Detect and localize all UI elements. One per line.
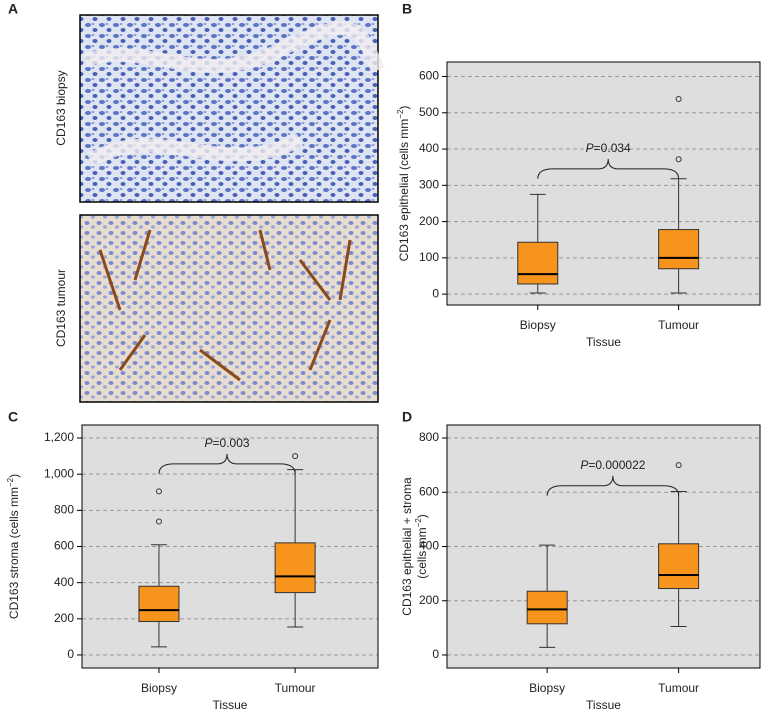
y-tick-label: 500 <box>419 105 439 119</box>
y-tick-label: 200 <box>419 593 439 607</box>
text-part: CD163 stroma (cells mm <box>7 487 21 619</box>
plot-background <box>447 62 760 305</box>
y-axis-label: CD163 stroma (cells mm−2) <box>6 474 22 619</box>
brace <box>546 475 680 496</box>
image-label: CD163 biopsy <box>54 70 68 145</box>
text-part: =0.003 <box>213 436 250 450</box>
biopsy-image <box>79 14 379 203</box>
y-tick-label: 800 <box>54 503 74 517</box>
x-axis-label: Tissue <box>213 698 248 712</box>
box <box>526 590 568 625</box>
text-part: P <box>580 458 588 472</box>
p-value: P=0.000022 <box>580 458 645 472</box>
brace <box>158 453 296 474</box>
x-axis-label: Tissue <box>586 335 621 349</box>
text-part: ) <box>7 474 21 478</box>
text-part: −2 <box>6 477 15 487</box>
y-tick-label: 600 <box>419 69 439 83</box>
y-tick-label: 0 <box>432 286 439 300</box>
box <box>658 229 700 270</box>
y-axis-label: CD163 epithelial (cells mm−2) <box>396 106 412 262</box>
y-tick-label: 200 <box>419 214 439 228</box>
y-tick-label: 600 <box>54 539 74 553</box>
tumour-image <box>79 214 379 403</box>
plot-frame <box>446 61 761 306</box>
p-value: P=0.003 <box>205 436 250 450</box>
panel-label: D <box>402 409 412 425</box>
x-tick-label: Biopsy <box>529 681 565 695</box>
text-part: ) <box>397 106 411 110</box>
image-label: CD163 tumour <box>54 269 68 347</box>
y-tick-label: 600 <box>419 484 439 498</box>
text-part: (cells mm <box>415 527 429 578</box>
y-tick-label: 300 <box>419 177 439 191</box>
y-tick-label: 200 <box>54 611 74 625</box>
brace <box>537 158 680 179</box>
plot-frame <box>81 424 379 669</box>
y-tick-label: 1,000 <box>44 466 74 480</box>
panel-label: A <box>8 1 18 17</box>
outlier <box>675 156 682 163</box>
outlier <box>155 488 162 495</box>
box <box>517 241 559 285</box>
text-part: =0.000022 <box>588 458 645 472</box>
x-tick-label: Tumour <box>275 681 316 695</box>
box <box>274 542 316 594</box>
stroma-texture <box>82 21 385 167</box>
y-tick-label: 100 <box>419 250 439 264</box>
box <box>138 585 180 623</box>
stain-texture <box>98 229 352 382</box>
text-part: P <box>586 141 594 155</box>
p-value: P=0.034 <box>586 141 631 155</box>
y-axis-label: (cells mm−2) <box>414 514 430 578</box>
text-part: CD163 epithelial + stroma <box>400 477 414 616</box>
y-tick-label: 800 <box>419 430 439 444</box>
box <box>658 543 700 590</box>
text-part: −2 <box>414 518 423 528</box>
plot-frame <box>446 424 761 669</box>
outlier <box>292 453 299 460</box>
y-tick-label: 1,200 <box>44 430 74 444</box>
outlier <box>675 462 682 469</box>
y-tick-label: 0 <box>67 647 74 661</box>
text-part: CD163 epithelial (cells mm <box>397 119 411 262</box>
x-axis-label: Tissue <box>586 698 621 712</box>
y-axis-label: CD163 epithelial + stroma <box>400 477 414 616</box>
panel-label: B <box>402 1 412 17</box>
x-tick-label: Biopsy <box>141 681 177 695</box>
text-part: ) <box>415 514 429 518</box>
text-part: P <box>205 436 213 450</box>
y-tick-label: 400 <box>419 539 439 553</box>
text-part: =0.034 <box>594 141 631 155</box>
outlier <box>155 518 162 525</box>
y-tick-label: 0 <box>432 647 439 661</box>
panel-label: C <box>8 409 18 425</box>
x-tick-label: Biopsy <box>520 318 556 332</box>
outlier <box>675 95 682 102</box>
y-tick-label: 400 <box>54 575 74 589</box>
x-tick-label: Tumour <box>658 318 699 332</box>
text-part: −2 <box>396 109 405 119</box>
x-tick-label: Tumour <box>658 681 699 695</box>
y-tick-label: 400 <box>419 141 439 155</box>
